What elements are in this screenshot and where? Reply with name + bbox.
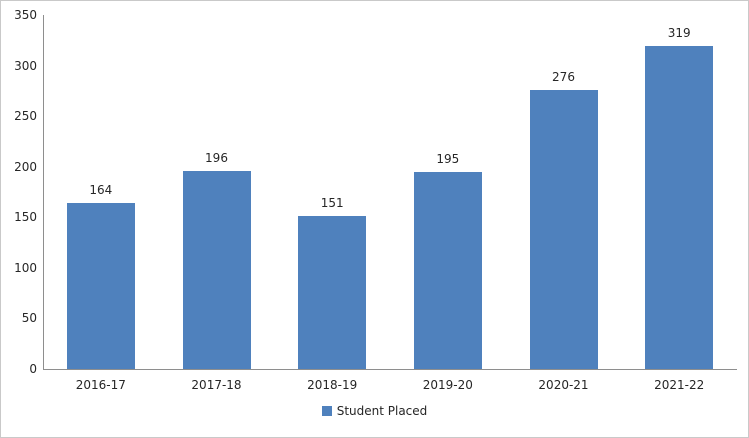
x-tick-label-2021-22: 2021-22 [654,378,705,392]
y-axis-line [43,15,44,370]
y-tick-label-200: 200 [14,159,37,174]
legend: Student Placed [1,403,748,419]
y-tick-label-0: 0 [29,362,37,376]
x-tick-label-2016-17: 2016-17 [75,378,126,392]
x-tick-label-2019-20: 2019-20 [422,378,473,392]
y-tick-label-300: 300 [14,58,37,73]
y-tick-label-250: 250 [14,109,37,124]
x-tick-label-2020-21: 2020-21 [538,378,589,392]
bar-2021-22 [645,46,714,369]
y-tick-label-100: 100 [14,260,37,275]
data-label-2020-21: 276 [552,70,575,84]
data-label-2018-19: 151 [320,196,344,210]
bar-2019-20 [413,172,482,369]
x-axis-line [43,369,737,370]
y-tick-label-350: 350 [14,8,37,22]
bar-2020-21 [529,90,598,369]
bar-2017-18 [182,171,251,369]
data-label-2019-20: 195 [436,152,460,166]
y-tick-label-150: 150 [14,210,37,225]
data-label-2021-22: 319 [667,26,691,40]
bar-2016-17 [66,203,135,369]
legend-label: Student Placed [336,404,428,418]
bar-2018-19 [298,216,367,369]
data-label-2017-18: 196 [205,151,228,165]
legend-swatch-icon [321,406,332,416]
data-label-2016-17: 164 [89,183,113,197]
x-tick-label-2017-18: 2017-18 [191,378,242,392]
x-tick-label-2018-19: 2018-19 [307,378,358,392]
y-tick-label-50: 50 [21,311,37,326]
